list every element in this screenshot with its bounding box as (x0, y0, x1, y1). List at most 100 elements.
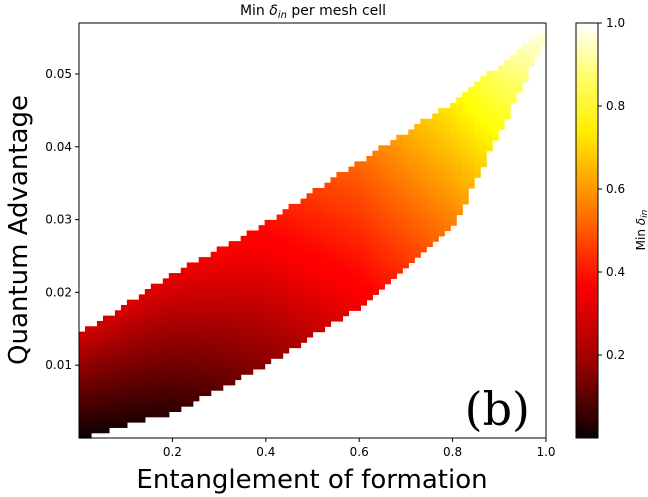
heatmap-cell (294, 342, 302, 349)
heatmap-cell (312, 187, 320, 194)
heatmap-cell (270, 342, 278, 349)
heatmap-cell (174, 273, 182, 279)
heatmap-cell (210, 251, 218, 258)
heatmap-cell (162, 310, 170, 317)
heatmap-cell (186, 315, 194, 322)
heatmap-cell (144, 390, 152, 397)
heatmap-cell (300, 262, 308, 269)
heatmap-cell (324, 278, 332, 285)
heatmap-cell (372, 219, 379, 226)
heatmap-cell (126, 411, 134, 418)
heatmap-cell (138, 363, 146, 370)
heatmap-cell (120, 384, 128, 391)
heatmap-cell (258, 262, 266, 269)
heatmap-cell (240, 294, 248, 301)
heatmap-cell (84, 347, 92, 354)
heatmap-cell (168, 283, 176, 290)
heatmap-cell (120, 331, 128, 338)
heatmap-cell (414, 150, 421, 157)
heatmap-cell (79, 374, 86, 381)
heatmap-cell (168, 304, 176, 311)
heatmap-cell (216, 379, 224, 386)
heatmap-cell (516, 76, 523, 83)
heatmap-cell (204, 315, 212, 322)
heatmap-cell (462, 124, 469, 131)
heatmap-cell (240, 283, 248, 290)
heatmap-cell (156, 320, 164, 327)
heatmap-cell (156, 304, 164, 311)
heatmap-cell (300, 304, 308, 311)
heatmap-cell (318, 283, 326, 290)
heatmap-cell (348, 241, 356, 248)
heatmap-cell (132, 395, 140, 402)
heatmap-cell (300, 310, 308, 317)
heatmap-cell (384, 278, 391, 285)
heatmap-cell (240, 368, 248, 375)
heatmap-cell (324, 219, 332, 226)
heatmap-cell (258, 358, 266, 365)
heatmap-cell (276, 267, 284, 274)
heatmap-cell (360, 198, 367, 205)
heatmap-cell (168, 379, 176, 386)
heatmap-cell (222, 278, 230, 285)
heatmap-cell (282, 342, 290, 349)
heatmap-cell (306, 203, 314, 210)
heatmap-cell (120, 358, 128, 365)
heatmap-cell (192, 368, 200, 375)
heatmap-cell (150, 294, 158, 301)
heatmap-cell (198, 374, 206, 381)
heatmap-cell (168, 390, 176, 397)
heatmap-cell (324, 214, 332, 221)
heatmap-cell (378, 193, 385, 200)
heatmap-cell (96, 416, 104, 423)
heatmap-cell (204, 342, 212, 349)
heatmap-cell (210, 320, 218, 327)
heatmap-cell (516, 81, 523, 88)
heatmap-cell (516, 65, 523, 72)
heatmap-cell (162, 315, 170, 322)
heatmap-cell (120, 304, 128, 311)
heatmap-cell (222, 262, 230, 269)
heatmap-cell (372, 198, 379, 205)
heatmap-cell (474, 92, 481, 99)
heatmap-cell (474, 118, 481, 125)
heatmap-cell (426, 124, 433, 131)
heatmap-cell (258, 225, 266, 232)
heatmap-cell (492, 81, 499, 88)
heatmap-cell (396, 209, 403, 216)
heatmap-cell (276, 331, 284, 338)
heatmap-cell (468, 140, 475, 146)
heatmap-cell (330, 241, 338, 248)
heatmap-cell (240, 251, 248, 258)
heatmap-cell (420, 177, 427, 184)
heatmap-cell (444, 134, 451, 141)
heatmap-cell (162, 336, 170, 343)
heatmap-cell (168, 294, 176, 301)
heatmap-cell (252, 336, 260, 343)
heatmap-cell (318, 235, 326, 242)
heatmap-cell (390, 214, 397, 221)
heatmap-cell (234, 299, 242, 306)
heatmap-cell (366, 156, 373, 162)
heatmap-cell (120, 336, 128, 343)
heatmap-cell (96, 352, 104, 359)
heatmap-cell (114, 358, 122, 365)
heatmap-cell (456, 124, 463, 131)
heatmap-cell (306, 331, 314, 338)
heatmap-cell (450, 193, 457, 200)
heatmap-cell (348, 171, 356, 178)
heatmap-cell (390, 235, 397, 242)
heatmap-cell (366, 198, 373, 205)
heatmap-cell (198, 363, 206, 370)
heatmap-cell (342, 246, 350, 253)
heatmap-cell (114, 336, 122, 343)
heatmap-cell (234, 352, 242, 359)
heatmap-cell (294, 299, 302, 306)
heatmap-cell (192, 320, 200, 327)
heatmap-cell (426, 203, 433, 210)
heatmap-cell (204, 326, 212, 333)
heatmap-cell (240, 241, 248, 248)
heatmap-cell (444, 145, 451, 152)
heatmap-cell (192, 315, 200, 322)
heatmap-cell (288, 342, 296, 349)
